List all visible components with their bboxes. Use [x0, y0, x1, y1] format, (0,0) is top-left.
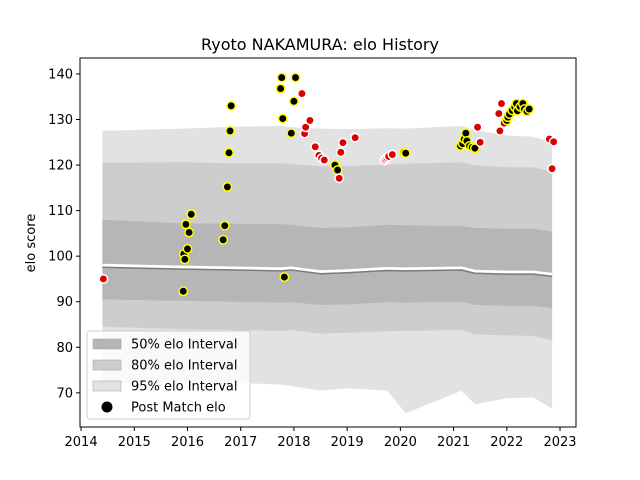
- post-match-elo-point: [494, 125, 505, 136]
- post-match-elo-point: [319, 155, 330, 165]
- post-match-elo-point: [548, 136, 559, 147]
- post-match-elo-point: [98, 273, 109, 284]
- post-match-elo-point: [472, 122, 483, 133]
- legend: 50% elo Interval 80% elo Interval 95% elo …: [86, 330, 251, 420]
- legend-swatch-band95: [92, 380, 122, 392]
- y-tick-label: 120: [48, 159, 73, 174]
- x-tick-label: 2021: [437, 435, 470, 450]
- post-match-elo-point: [496, 98, 507, 109]
- x-tick-label: 2023: [543, 435, 576, 450]
- post-match-elo-point: [400, 148, 411, 159]
- post-match-elo-point: [179, 254, 190, 265]
- post-match-elo-point: [182, 243, 193, 254]
- legend-swatch-band50: [92, 338, 122, 350]
- x-tick-label: 2022: [490, 435, 523, 450]
- legend-swatch-dot: [101, 401, 113, 413]
- post-match-elo-point: [288, 96, 299, 107]
- x-tick-label: 2016: [171, 435, 204, 450]
- post-match-elo-point: [547, 163, 558, 174]
- y-tick-label: 90: [56, 295, 73, 310]
- legend-label: 95% elo Interval: [131, 380, 238, 395]
- median-line-upper: [102, 263, 553, 276]
- x-tick-label: 2019: [331, 435, 364, 450]
- post-match-elo-point: [290, 72, 301, 83]
- post-match-elo-point: [334, 173, 345, 184]
- legend-swatch-band80: [92, 359, 122, 371]
- y-tick-label: 80: [56, 341, 73, 356]
- legend-label: 80% elo Interval: [131, 359, 238, 374]
- post-match-elo-point: [275, 83, 286, 94]
- post-match-elo-point: [475, 137, 486, 148]
- y-tick-label: 130: [48, 113, 73, 128]
- band-50-interval: [102, 219, 553, 309]
- y-tick-label: 140: [48, 67, 73, 82]
- y-tick-label: 100: [48, 250, 73, 265]
- y-tick-label: 110: [48, 204, 73, 219]
- post-match-elo-point: [350, 132, 361, 143]
- post-match-elo-point: [226, 100, 237, 111]
- median-line-lower: [102, 266, 553, 278]
- post-match-elo-point: [184, 227, 195, 238]
- x-axis: 2014 2015 2016 2017 2018 2019 2020 2021 2022 2023: [65, 427, 577, 450]
- x-tick-label: 2018: [277, 435, 310, 450]
- y-axis: 70 80 90 100 110 120 130 140: [48, 67, 80, 401]
- post-match-elo-point: [493, 108, 504, 119]
- post-match-elo-point: [224, 147, 234, 158]
- x-tick-label: 2015: [118, 435, 151, 450]
- y-tick-label: 70: [56, 386, 73, 401]
- legend-label: Post Match elo: [131, 401, 226, 416]
- post-match-elo-point: [186, 209, 197, 220]
- x-tick-label: 2017: [224, 435, 257, 450]
- plot-frame: [79, 57, 577, 428]
- post-match-elo-point: [524, 104, 535, 114]
- post-match-elo-point: [304, 115, 315, 126]
- post-match-elo-point: [469, 143, 480, 154]
- post-match-elo-point: [337, 137, 348, 148]
- post-match-elo-point: [225, 125, 236, 136]
- x-tick-label: 2020: [384, 435, 417, 450]
- post-match-elo-point: [277, 113, 288, 124]
- y-axis-label: elo score: [24, 214, 39, 273]
- x-tick-label: 2014: [65, 435, 98, 450]
- post-match-elo-point: [180, 219, 191, 230]
- legend-label: 50% elo Interval: [131, 338, 238, 353]
- post-match-elo-point: [335, 147, 346, 158]
- post-match-elo-point: [296, 88, 307, 99]
- post-match-elo-point: [332, 165, 343, 176]
- post-match-elo-point: [387, 149, 398, 160]
- chart-title: Ryoto NAKAMURA: elo History: [201, 35, 439, 54]
- post-match-elo-point: [219, 220, 230, 231]
- post-match-elo-point: [218, 234, 229, 245]
- post-match-elo-point: [300, 122, 311, 133]
- post-match-elo-point: [286, 128, 297, 139]
- post-match-elo-point: [222, 181, 233, 192]
- post-match-elo-point: [178, 286, 189, 297]
- post-match-elo-point: [310, 141, 321, 152]
- post-match-elo-point: [276, 72, 287, 83]
- legend-frame: [86, 330, 251, 420]
- post-match-elo-point: [279, 272, 290, 283]
